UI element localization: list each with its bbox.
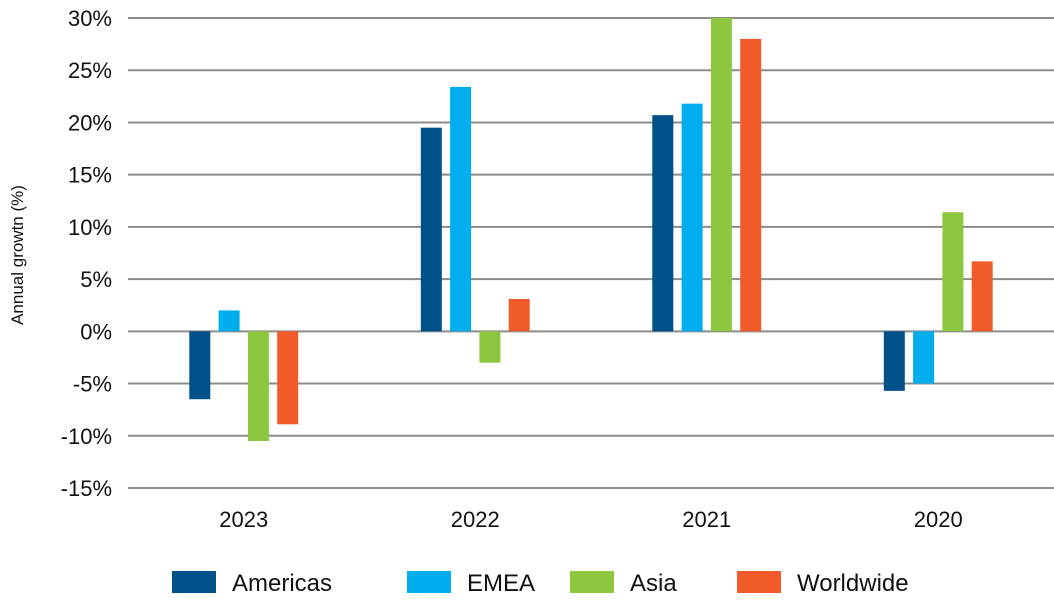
legend-label: Asia: [630, 570, 677, 597]
x-axis-ticks: 2023 2022 2021 2020: [219, 507, 962, 532]
bar: [942, 212, 964, 332]
y-axis-title: Annual growtn (%): [8, 185, 27, 325]
y-tick-label: 30%: [68, 6, 112, 31]
bar: [710, 18, 732, 332]
legend-swatch: [570, 571, 614, 593]
legend-label: Americas: [232, 570, 332, 597]
y-tick-label: 20%: [68, 110, 112, 135]
bar: [913, 331, 935, 384]
y-tick-label: 10%: [68, 215, 112, 240]
bar: [189, 331, 211, 400]
y-tick-label: -15%: [61, 476, 112, 501]
legend-label: Worldwide: [797, 570, 909, 597]
y-tick-label: 15%: [68, 163, 112, 188]
bar: [277, 331, 299, 425]
bar: [883, 331, 905, 391]
legend-item: Americas: [172, 570, 332, 597]
bars: [189, 18, 993, 441]
bar: [681, 103, 703, 332]
legend-label: EMEA: [467, 570, 535, 597]
x-tick-label: 2023: [219, 507, 268, 532]
bar: [420, 127, 442, 332]
x-tick-label: 2020: [914, 507, 963, 532]
y-tick-label: -10%: [61, 424, 112, 449]
y-axis-ticks: 30% 25% 20% 15% 10% 5% 0% -5% -10% -15%: [61, 6, 112, 501]
legend: Americas EMEA Asia Worldwide: [172, 570, 909, 597]
y-tick-label: -5%: [73, 372, 112, 397]
legend-swatch: [172, 571, 216, 593]
bar: [652, 115, 674, 332]
legend-item: Worldwide: [737, 570, 909, 597]
bar: [247, 331, 269, 441]
x-tick-label: 2022: [451, 507, 500, 532]
legend-item: EMEA: [407, 570, 535, 597]
bar: [450, 86, 472, 332]
bar: [740, 38, 762, 332]
bar: [971, 261, 993, 332]
bar: [218, 310, 240, 332]
y-tick-label: 25%: [68, 58, 112, 83]
legend-item: Asia: [570, 570, 677, 597]
bar: [479, 331, 501, 363]
x-tick-label: 2021: [682, 507, 731, 532]
y-tick-label: 0%: [80, 319, 112, 344]
y-tick-label: 5%: [80, 267, 112, 292]
legend-swatch: [407, 571, 451, 593]
legend-swatch: [737, 571, 781, 593]
bar: [508, 298, 530, 332]
